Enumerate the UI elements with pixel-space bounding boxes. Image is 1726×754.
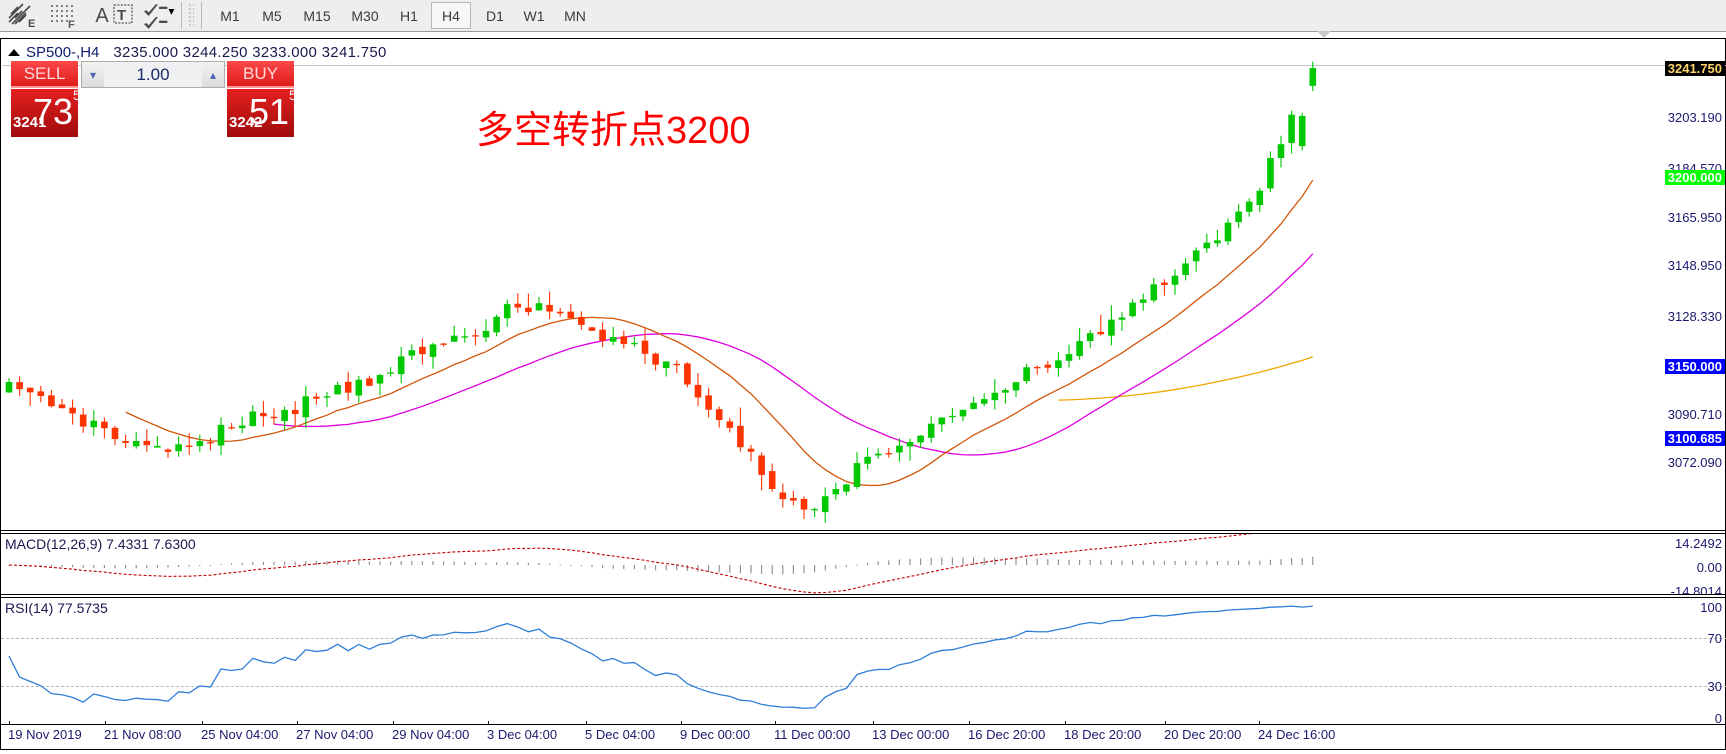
svg-text:F: F — [68, 19, 75, 30]
svg-text:T: T — [117, 7, 126, 24]
svg-text:E: E — [28, 18, 35, 30]
